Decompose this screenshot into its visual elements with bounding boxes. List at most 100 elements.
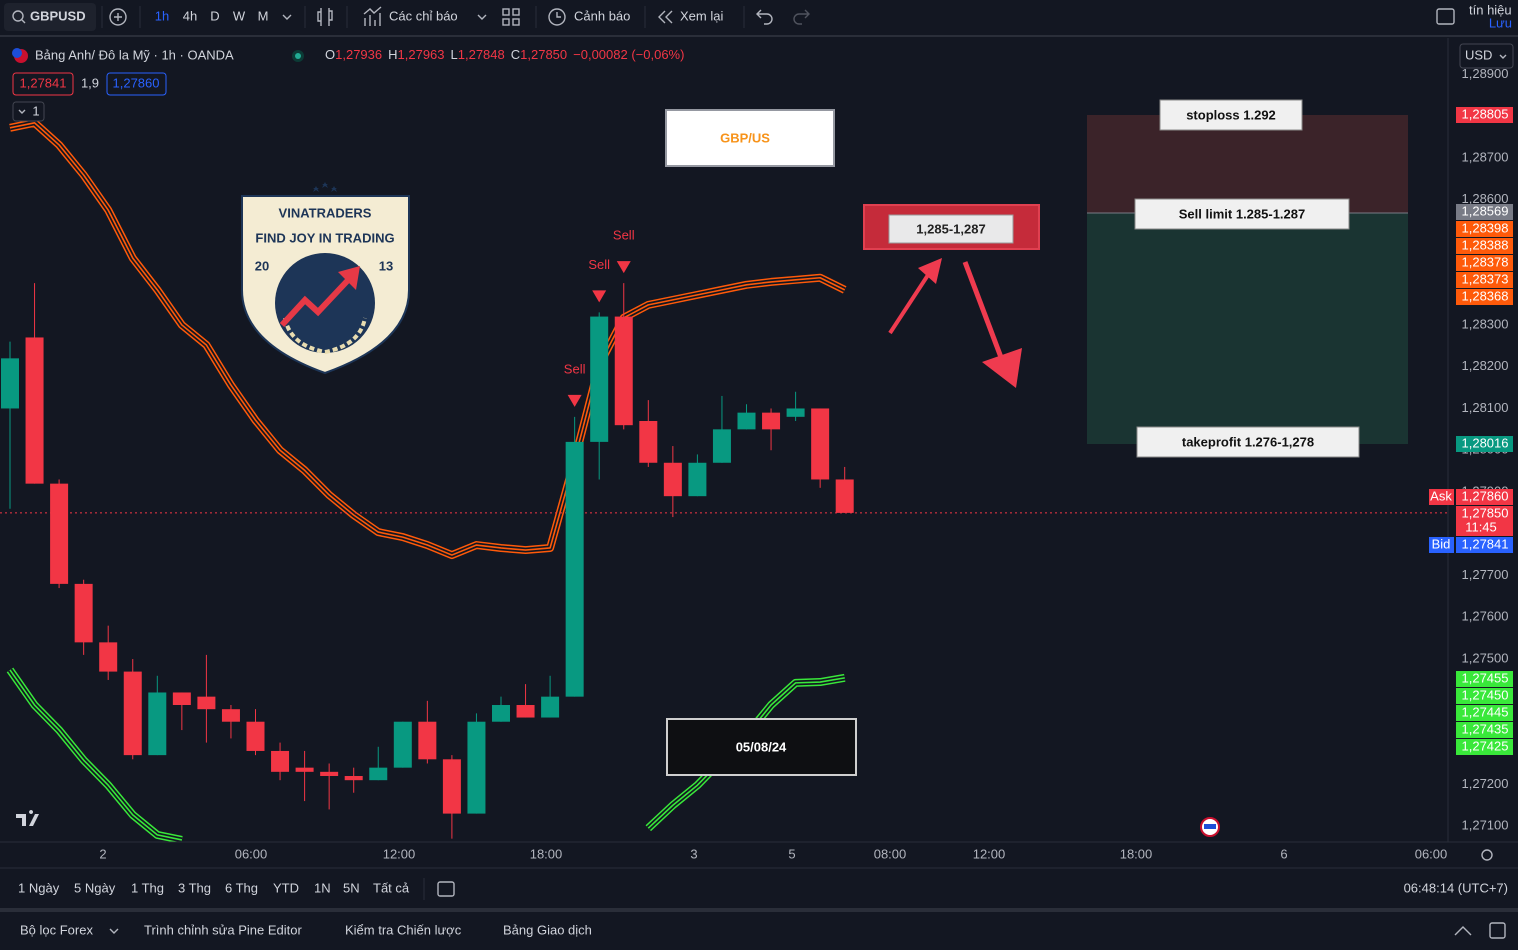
candle-body — [688, 462, 707, 497]
range-button[interactable]: Tất cả — [373, 880, 410, 895]
ohlc-value: 1,27848 — [458, 47, 505, 62]
takeprofit-box — [1136, 426, 1360, 458]
currency[interactable]: USD — [1465, 47, 1492, 62]
candle-body — [418, 721, 437, 760]
add-symbol[interactable] — [109, 8, 127, 26]
ask-box[interactable] — [106, 72, 167, 96]
goto-date[interactable] — [437, 881, 455, 897]
y-tick-label: 1,28200 — [1462, 358, 1509, 373]
range-button[interactable]: YTD — [273, 880, 299, 895]
layout-icon[interactable] — [502, 8, 510, 16]
footer-tab[interactable]: Bộ lọc Forex — [20, 922, 93, 937]
ohlc-value: 1,27850 — [520, 47, 567, 62]
price-tag — [1456, 221, 1513, 237]
candle-body — [492, 705, 510, 722]
candle-body — [271, 750, 290, 772]
price-tag-label: 1,27860 — [1462, 488, 1509, 503]
indicators-menu[interactable] — [477, 14, 487, 20]
countdown: 11:45 — [1465, 519, 1497, 534]
price-tag-label: 1,28016 — [1462, 435, 1509, 450]
stoploss-label: stoploss 1.292 — [1186, 107, 1276, 122]
y-tick-label: 1,28100 — [1462, 400, 1509, 415]
interval[interactable]: M — [258, 8, 269, 23]
currency-menu — [1499, 54, 1507, 59]
x-tick-label: 3 — [690, 846, 697, 861]
logo-year: 13 — [379, 258, 393, 273]
candle-body — [221, 709, 240, 722]
symbol-search[interactable] — [4, 3, 96, 31]
logo-arrow-head — [338, 266, 360, 290]
ohlc-label: O — [325, 47, 335, 62]
undo[interactable] — [756, 9, 773, 25]
candle-body — [811, 408, 830, 480]
ohlc-label: L — [451, 47, 458, 62]
candle-body — [344, 776, 363, 781]
candle-body — [74, 583, 93, 643]
price-tag-label: 1,28805 — [1462, 106, 1509, 121]
footer-tab[interactable]: Trình chỉnh sửa Pine Editor — [144, 922, 302, 937]
sell-marker — [592, 290, 607, 303]
spread: 1,9 — [81, 75, 99, 90]
price-tag — [1456, 255, 1513, 271]
price-tag — [1456, 688, 1513, 704]
logo-name: VINATRADERS — [279, 205, 372, 220]
currency-box[interactable] — [1459, 43, 1514, 69]
range-button[interactable]: 3 Thg — [178, 880, 211, 895]
replay-button[interactable]: Xem lại — [680, 8, 723, 23]
range-button[interactable]: 5 Ngày — [74, 880, 116, 895]
candle-body — [467, 721, 486, 814]
bid-price[interactable]: 1,27841 — [20, 75, 67, 90]
candle-body — [393, 721, 412, 768]
logo-year: 20 — [255, 258, 269, 273]
price-tag-label: 1,28388 — [1462, 237, 1509, 252]
settings[interactable] — [1481, 849, 1493, 861]
clock: 06:48:14 (UTC+7) — [1404, 880, 1508, 895]
candle-body — [25, 337, 44, 484]
collapse[interactable] — [1454, 926, 1472, 936]
price-tag — [1456, 705, 1513, 721]
candle-body — [369, 767, 388, 781]
interval-menu[interactable] — [282, 14, 292, 20]
save-label[interactable]: Lưu — [1489, 15, 1512, 30]
zone-inner — [888, 214, 1014, 244]
price-tag — [1456, 506, 1513, 536]
price-tag-label: 1,28373 — [1462, 271, 1509, 286]
ask-price[interactable]: 1,27860 — [113, 75, 160, 90]
interval[interactable]: D — [210, 8, 219, 23]
sell-marker — [616, 261, 631, 274]
x-tick-label: 5 — [788, 846, 795, 861]
change: −0,00082 (−0,06%) — [573, 47, 684, 62]
indicators-button[interactable]: Các chỉ báo — [389, 8, 458, 23]
bid-box[interactable] — [12, 72, 74, 96]
ohlc-label: H — [388, 47, 397, 62]
indicator-toggle[interactable] — [12, 101, 45, 122]
alerts-button[interactable]: Cảnh báo — [574, 8, 630, 23]
range-button[interactable]: 1N — [314, 880, 331, 895]
price-tag-label: 1,27450 — [1462, 687, 1509, 702]
chart-type[interactable] — [317, 8, 333, 26]
range-button[interactable]: 5N — [343, 880, 360, 895]
price-tag-label: 1,28368 — [1462, 288, 1509, 303]
range-button[interactable]: 1 Thg — [131, 880, 164, 895]
interval[interactable]: 4h — [183, 8, 197, 23]
footer-tab[interactable]: Kiểm tra Chiến lược — [345, 922, 462, 937]
interval[interactable]: W — [233, 8, 246, 23]
price-tag-label: 1,28569 — [1462, 203, 1509, 218]
candle-body — [565, 441, 584, 697]
candle-body — [786, 408, 805, 417]
arrow-up — [888, 273, 930, 335]
y-tick-label: 1,27200 — [1462, 776, 1509, 791]
interval[interactable]: 1h — [155, 8, 169, 23]
redo[interactable] — [793, 9, 810, 25]
maximize[interactable] — [1489, 922, 1506, 939]
candle-body — [246, 721, 265, 751]
footer-tab[interactable]: Bảng Giao dịch — [503, 922, 592, 937]
signal-label[interactable]: tín hiệu — [1469, 2, 1512, 17]
fullscreen[interactable] — [1436, 8, 1455, 25]
range-button[interactable]: 6 Thg — [225, 880, 258, 895]
symbol[interactable]: GBPUSD — [30, 8, 86, 23]
candle-body — [123, 671, 142, 756]
range-button[interactable]: 1 Ngày — [18, 880, 60, 895]
layout-icon — [502, 18, 510, 26]
